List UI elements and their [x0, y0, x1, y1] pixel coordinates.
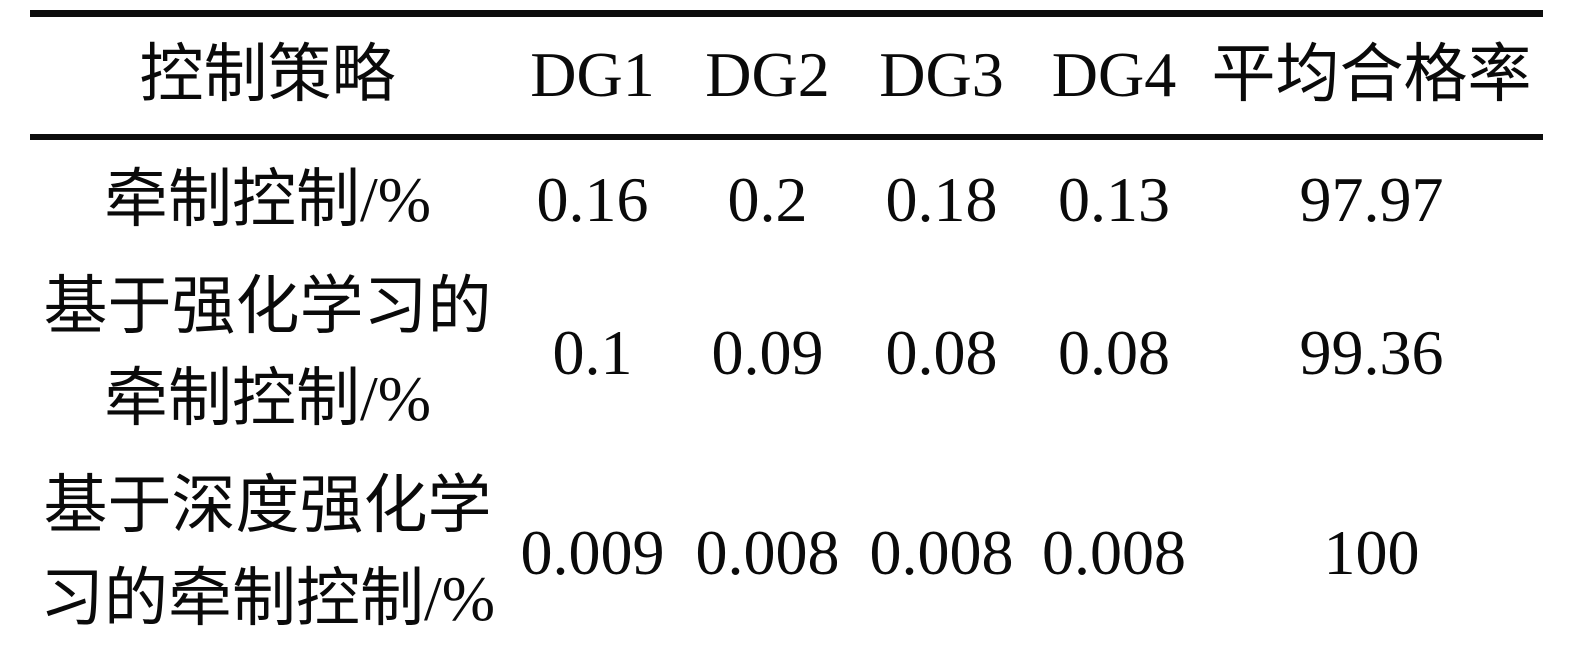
table-cell-dg1: 0.16: [536, 164, 649, 235]
table-cell-dg3: 0.08: [885, 317, 998, 389]
table-cell-dg4: 0.008: [1042, 516, 1186, 588]
row-label-line: 习的牵制控制/%: [39, 562, 496, 634]
table-cell-average: 97.97: [1299, 164, 1444, 235]
table-cell-dg2: 0.2: [727, 164, 808, 235]
table-cell-average: 100: [1323, 516, 1420, 588]
column-header-strategy: 控制策略: [30, 13, 505, 140]
column-header-dg4: DG4: [1028, 13, 1200, 140]
header-row: 控制策略 DG1 DG2 DG3 DG4 平均合格率: [30, 13, 1543, 140]
row-label-cell: 基于深度强化学 习的牵制控制/%: [30, 446, 505, 657]
row-label-line: 牵制控制/%: [103, 363, 432, 435]
row-label-cell: 基于强化学习的 牵制控制/%: [30, 261, 505, 447]
table-cell-dg2: 0.09: [711, 317, 824, 389]
column-header-dg3: DG3: [855, 13, 1028, 140]
column-header-dg2: DG2: [680, 13, 855, 140]
control-strategy-results-table: 控制策略 DG1 DG2 DG3 DG4 平均合格率 牵制控制/% 0.16 0…: [30, 10, 1543, 657]
table-row-drl-pinning-control: 基于深度强化学 习的牵制控制/% 0.009 0.008 0.008 0.008…: [30, 446, 1543, 657]
table-row-pinning-control: 牵制控制/% 0.16 0.2 0.18 0.13 97.97: [30, 137, 1543, 261]
table-cell-dg2: 0.008: [695, 516, 840, 588]
table-cell-average: 99.36: [1299, 317, 1444, 389]
table-cell-dg4: 0.08: [1058, 317, 1170, 389]
table-cell-dg1: 0.1: [552, 317, 633, 389]
column-header-average-pass-rate: 平均合格率: [1200, 13, 1543, 140]
row-label-line: 基于强化学习的: [43, 270, 492, 342]
row-label-cell: 牵制控制/%: [30, 137, 505, 261]
row-label-line: 牵制控制/%: [103, 163, 432, 235]
column-header-dg1: DG1: [505, 13, 680, 140]
table-cell-dg4: 0.13: [1058, 164, 1170, 235]
table-cell-dg1: 0.009: [520, 516, 665, 588]
table-cell-dg3: 0.008: [869, 516, 1014, 588]
table-row-rl-pinning-control: 基于强化学习的 牵制控制/% 0.1 0.09 0.08 0.08 99.36: [30, 261, 1543, 447]
row-label-line: 基于深度强化学: [43, 470, 492, 542]
table-cell-dg3: 0.18: [885, 164, 998, 235]
